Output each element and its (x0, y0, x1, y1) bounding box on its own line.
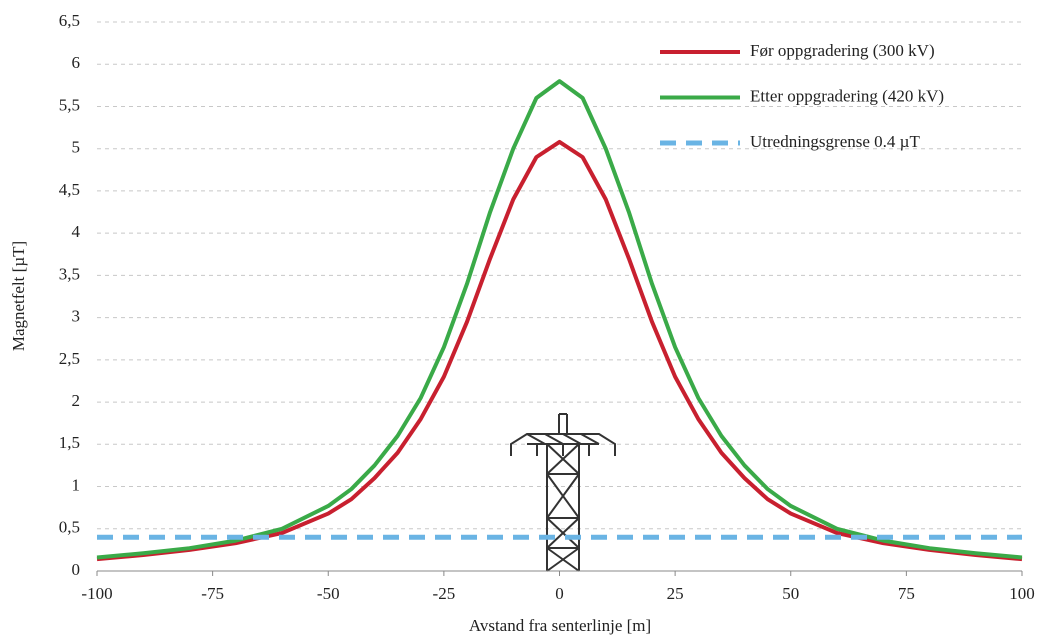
y-axis-label: Magnetfelt [µT] (9, 241, 28, 351)
chart: Avstand fra senterlinje [m] Magnetfelt [… (0, 0, 1043, 637)
y-tick-label: 2 (72, 391, 81, 410)
y-tick-label: 1 (72, 475, 81, 494)
tower-arm (527, 434, 545, 444)
tower-arm (563, 434, 581, 444)
x-tick-label: 75 (898, 584, 915, 603)
y-tick-label: 5 (72, 138, 81, 157)
tower-icon (511, 414, 615, 571)
y-tick-label: 1,5 (59, 433, 80, 452)
y-tick-label: 3,5 (59, 264, 80, 283)
tower-arm (581, 434, 599, 444)
x-axis-label: Avstand fra senterlinje [m] (469, 616, 651, 635)
y-tick-label: 0 (72, 560, 81, 579)
x-tick-label: -25 (433, 584, 456, 603)
y-tick-label: 5,5 (59, 95, 80, 114)
x-tick-label: -100 (81, 584, 112, 603)
x-tick-label: 50 (782, 584, 799, 603)
legend-label: Etter oppgradering (420 kV) (750, 86, 944, 105)
y-tick-label: 2,5 (59, 349, 80, 368)
y-tick-label: 6,5 (59, 11, 80, 30)
x-tick-label: 25 (667, 584, 684, 603)
series-line (97, 142, 1022, 559)
x-tick-label: -75 (201, 584, 224, 603)
y-tick-label: 0,5 (59, 518, 80, 537)
x-tick-label: 100 (1009, 584, 1035, 603)
series-line (97, 81, 1022, 557)
legend-label: Utredningsgrense 0.4 µT (750, 132, 920, 151)
y-tick-label: 4,5 (59, 180, 80, 199)
tower-arm (545, 434, 563, 444)
x-tick-label: 0 (555, 584, 564, 603)
legend-label: Før oppgradering (300 kV) (750, 41, 935, 60)
y-tick-label: 6 (72, 53, 81, 72)
y-tick-label: 4 (72, 222, 81, 241)
x-tick-label: -50 (317, 584, 340, 603)
y-tick-label: 3 (72, 307, 81, 326)
